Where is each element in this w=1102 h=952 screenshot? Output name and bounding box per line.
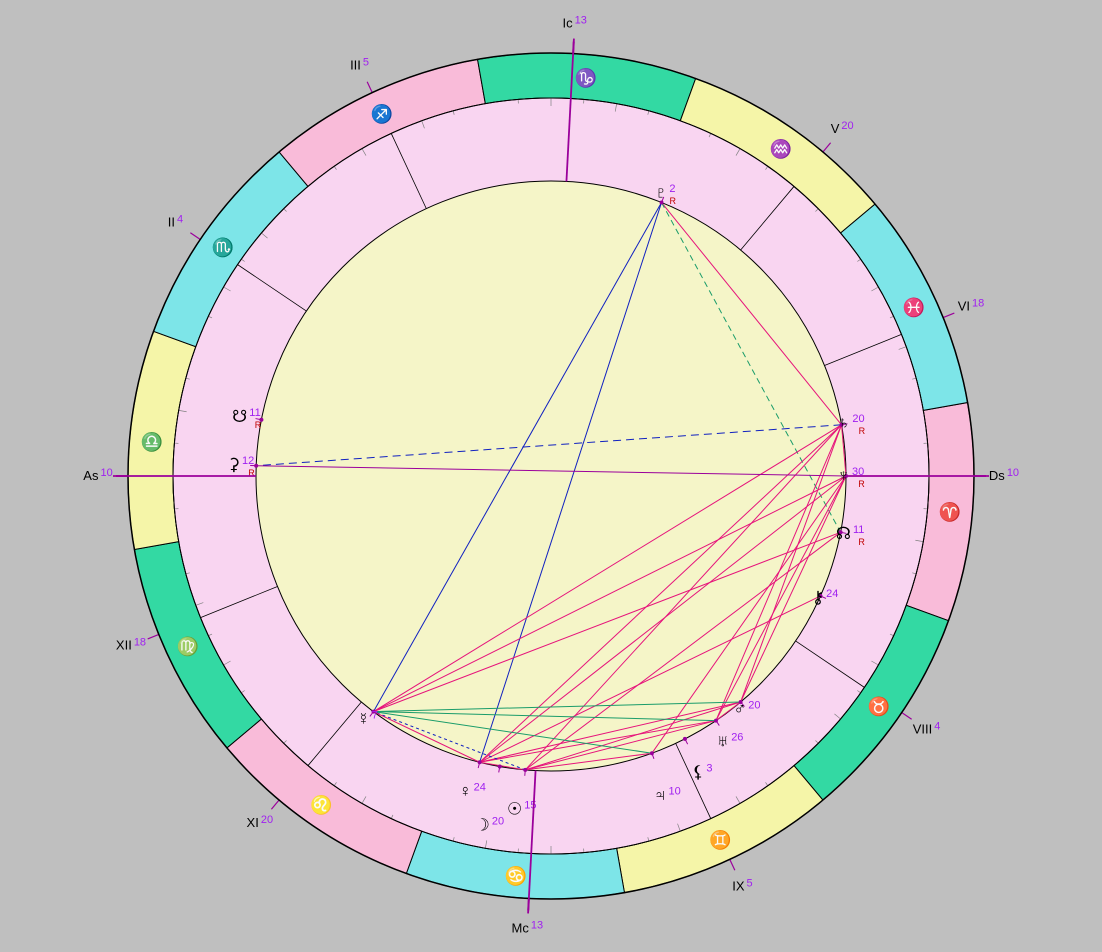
zodiac-virgo-glyph: ♍ — [177, 635, 199, 656]
zodiac-libra-glyph: ♎ — [141, 431, 163, 452]
zodiac-aries-glyph: ♈ — [939, 501, 961, 522]
zodiac-gemini-glyph: ♊ — [709, 829, 731, 850]
zodiac-pisces-glyph: ♓ — [903, 297, 925, 318]
zodiac-capricorn-glyph: ♑ — [575, 67, 597, 88]
zodiac-taurus-glyph: ♉ — [868, 696, 890, 717]
zodiac-leo-glyph: ♌ — [310, 794, 332, 815]
zodiac-sagittarius-glyph: ♐ — [371, 103, 393, 124]
zodiac-cancer-glyph: ♋ — [505, 865, 527, 886]
natal-chart: ♈♉♊♋♌♍♎♏♐♑♒♓As10II4III5Ic13V20VI18Ds10VI… — [0, 0, 1102, 952]
zodiac-aquarius-glyph: ♒ — [770, 138, 792, 159]
zodiac-scorpio-glyph: ♏ — [212, 236, 234, 257]
